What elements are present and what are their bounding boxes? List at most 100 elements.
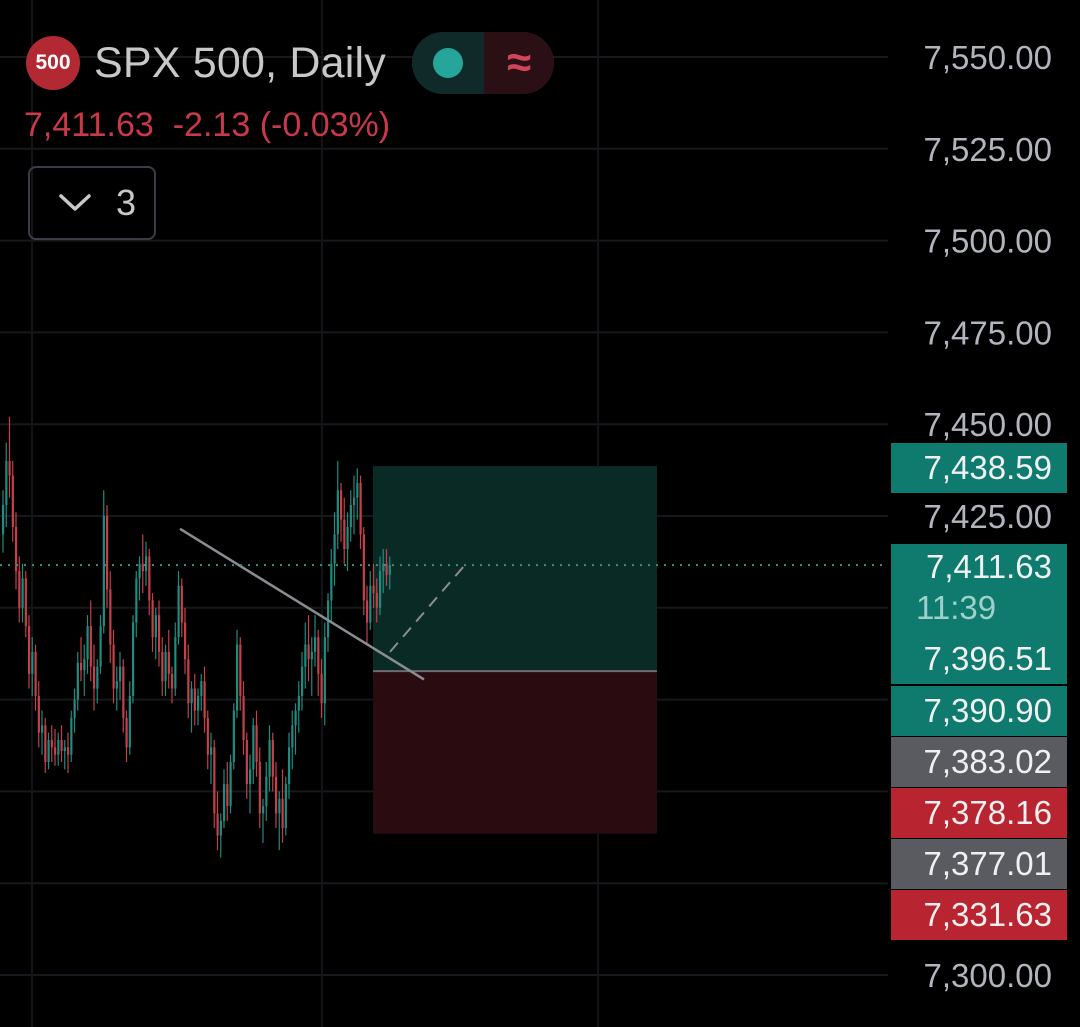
indicators-count: 3: [116, 182, 137, 223]
candle-body: [236, 644, 239, 711]
market-open-dot-icon: [412, 32, 485, 94]
candle-body: [262, 806, 265, 814]
candle-body: [5, 460, 8, 505]
candle-body: [330, 563, 333, 601]
candle-body: [148, 556, 151, 601]
candle-body: [2, 504, 5, 535]
wave-approx-icon: ≈: [484, 32, 555, 94]
candle-body: [99, 626, 102, 667]
y-axis-tick-label: 7,425.00: [924, 498, 1052, 535]
candle-body: [119, 666, 122, 682]
symbol-title[interactable]: SPX 500, Daily: [94, 38, 387, 87]
candle-body: [245, 739, 248, 785]
candle-body: [167, 651, 170, 674]
candle-body: [353, 497, 356, 505]
candle-body: [11, 475, 14, 528]
y-axis-tick-label: 7,525.00: [924, 131, 1052, 168]
candle-body: [93, 666, 96, 689]
price-label-text: 7,383.02: [924, 743, 1052, 780]
candle-body: [177, 585, 180, 638]
y-axis-tick-label: 7,500.00: [924, 223, 1052, 260]
candle-body: [24, 578, 27, 627]
candle-body: [63, 747, 66, 752]
candle-body: [80, 662, 83, 671]
candle-body: [141, 563, 144, 572]
position-loss-zone: [373, 670, 657, 834]
candle-body: [50, 739, 53, 748]
candle-body: [388, 565, 391, 575]
candle-body: [323, 637, 326, 704]
candle-body: [271, 739, 274, 777]
candle-body: [304, 644, 307, 667]
candle-body: [138, 563, 141, 579]
candle-body: [268, 739, 271, 777]
candle-body: [356, 482, 359, 498]
price-change-percent: (-0.03%): [259, 106, 391, 144]
candle-body: [317, 637, 320, 674]
candle-body: [281, 798, 284, 829]
bar-countdown-label: 11:39: [916, 589, 996, 626]
candle-body: [301, 666, 304, 696]
candle-body: [151, 600, 154, 638]
candle-body: [76, 662, 79, 700]
candle-body: [379, 571, 382, 608]
price-label-box: [891, 634, 1067, 684]
price-label-text: 7,331.63: [924, 896, 1052, 933]
candle-body: [310, 651, 313, 660]
price-change: -2.13: [172, 106, 251, 144]
candle-body: [161, 651, 164, 682]
market-status-pill[interactable]: ≈: [412, 32, 555, 94]
candle-body: [249, 769, 252, 785]
y-axis-tick-label: 7,475.00: [924, 314, 1052, 351]
price-label-box: [891, 890, 1067, 940]
price-label-text: 7,396.51: [924, 640, 1052, 677]
price-label-box: [891, 686, 1067, 736]
candle-body: [219, 820, 222, 836]
y-axis-tick-label: 7,450.00: [924, 406, 1052, 443]
candle-body: [54, 747, 57, 755]
current-price-label: 7,411.63: [926, 548, 1052, 585]
candle-body: [171, 673, 174, 689]
candle-body: [223, 784, 226, 821]
candle-body: [145, 556, 148, 572]
candle-body: [34, 651, 37, 696]
y-axis-tick-label: 7,550.00: [924, 39, 1052, 76]
price-label-box: [891, 443, 1067, 493]
candle-body: [180, 585, 183, 623]
symbol-badge[interactable]: 500: [26, 36, 80, 90]
candle-body: [288, 747, 291, 785]
candle-body: [83, 659, 86, 671]
candle-body: [203, 681, 206, 718]
candle-body: [102, 516, 105, 627]
candle-body: [252, 725, 255, 770]
candle-body: [174, 637, 177, 689]
candle-body: [41, 725, 44, 733]
candle-body: [362, 534, 365, 601]
candle-body: [106, 516, 109, 590]
candle-body: [158, 615, 161, 652]
y-axis-tick-label: 7,300.00: [924, 957, 1052, 994]
chart-legend-header: 500 SPX 500, Daily ≈: [26, 32, 555, 94]
candle-body: [349, 504, 352, 528]
candle-body: [8, 460, 11, 476]
candle-body: [291, 725, 294, 748]
candle-body: [265, 776, 268, 807]
candle-body: [112, 644, 115, 689]
candle-body: [385, 563, 388, 575]
candle-body: [47, 739, 50, 763]
candle-body: [239, 644, 242, 696]
candle-body: [333, 534, 336, 564]
indicators-toggle-button[interactable]: 3: [28, 166, 156, 240]
candle-body: [307, 644, 310, 660]
candle-body: [73, 699, 76, 718]
candle-body: [28, 626, 31, 674]
candle-body: [184, 622, 187, 660]
candle-body: [206, 717, 209, 755]
candle-body: [125, 717, 128, 748]
candle-body: [187, 659, 190, 704]
candle-body: [193, 688, 196, 711]
candle-body: [336, 490, 339, 535]
candle-body: [96, 666, 99, 689]
candle-body: [346, 527, 349, 550]
